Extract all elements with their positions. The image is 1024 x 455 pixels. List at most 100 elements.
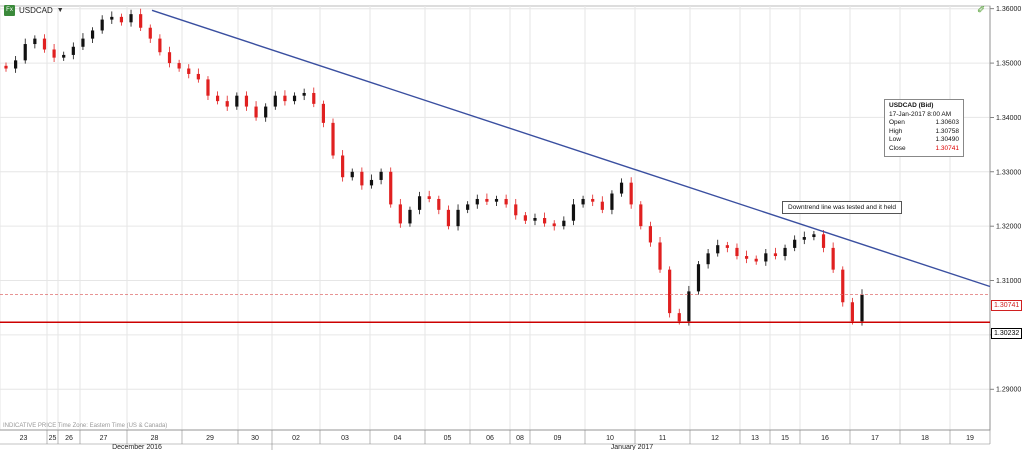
candle-body — [446, 209, 451, 227]
y-tick-label: 1.32000 — [996, 224, 1021, 231]
candle-body — [619, 182, 624, 194]
candle-body — [812, 234, 816, 238]
candle-body — [562, 220, 566, 227]
candle-body — [100, 19, 104, 31]
x-tick-label: 28 — [151, 435, 159, 442]
candle-body — [62, 54, 66, 58]
tooltip-value: 1.30603 — [935, 119, 960, 127]
y-tick-label: 1.31000 — [996, 278, 1021, 285]
candle-body — [427, 196, 431, 199]
x-tick-label: 25 — [49, 435, 57, 442]
x-tick-label: 17 — [871, 435, 879, 442]
candle-body — [456, 209, 460, 227]
chevron-down-icon[interactable]: ▼ — [56, 6, 64, 14]
candle-body — [417, 196, 422, 210]
candle-body — [244, 95, 249, 107]
downtrend-line — [151, 9, 991, 288]
candle-body — [764, 253, 768, 262]
candle-body — [677, 313, 681, 322]
candle-body — [148, 27, 152, 39]
candle-body — [571, 204, 576, 221]
tooltip-row-low: Low 1.30490 — [889, 136, 959, 145]
candle-body — [754, 258, 758, 262]
x-tick-label: 12 — [711, 435, 719, 442]
candle-body — [648, 226, 653, 243]
tooltip-datetime: 17-Jan-2017 8:00 AM — [889, 110, 952, 118]
candle-body — [793, 239, 797, 248]
tooltip-title: USDCAD (Bid) — [889, 102, 934, 109]
instrument-symbol[interactable]: USDCAD — [19, 5, 53, 15]
x-tick-label: 19 — [966, 435, 974, 442]
candle-body — [639, 204, 643, 227]
candle-body — [658, 242, 662, 270]
x-tick-label: 18 — [921, 435, 929, 442]
candle-body — [629, 182, 633, 205]
candle-body — [543, 218, 547, 224]
candle-body — [841, 269, 845, 303]
candle-body — [706, 253, 710, 265]
instrument-toolbar: Fx USDCAD ▼ — [4, 3, 64, 17]
x-tick-label: 26 — [65, 435, 73, 442]
x-tick-label: 05 — [444, 435, 452, 442]
candle-body — [33, 38, 37, 45]
trendline-annotation: Downtrend line was tested and it held — [782, 201, 903, 214]
candle-body — [196, 73, 200, 80]
candle-body — [802, 237, 806, 240]
candle-body — [552, 223, 556, 227]
candle-body — [831, 247, 835, 270]
tooltip-row-open: Open 1.30603 — [889, 119, 959, 128]
tooltip-label: High — [889, 127, 903, 135]
candle-body — [187, 68, 191, 74]
candle-body — [341, 155, 345, 178]
tooltip-label: Low — [889, 136, 901, 144]
candle-body — [321, 103, 325, 123]
candle-body — [398, 204, 402, 224]
candle-body — [158, 38, 162, 53]
candle-body — [139, 14, 143, 28]
x-tick-label: 09 — [554, 435, 562, 442]
candle-body — [206, 79, 210, 96]
candle-body — [283, 95, 287, 102]
candle-body — [52, 49, 56, 58]
tooltip-label: Open — [889, 119, 905, 127]
candle-body — [408, 209, 412, 224]
candle-body — [504, 198, 508, 205]
candle-body — [302, 92, 306, 96]
candle-body — [379, 171, 383, 180]
candle-body — [389, 171, 393, 205]
candle-body — [312, 92, 316, 104]
candle-body — [725, 245, 729, 248]
candle-body — [696, 264, 701, 292]
candle-body — [215, 95, 220, 102]
tooltip-row-close: Close 1.30741 — [889, 145, 959, 154]
x-tick-label: 30 — [251, 435, 259, 442]
tooltip-value: 1.30490 — [935, 136, 960, 144]
candle-body — [668, 269, 672, 314]
candle-body — [264, 106, 268, 118]
candle-body — [119, 16, 124, 23]
support-price-tag: 1.30232 — [991, 328, 1023, 339]
x-tick-label: 06 — [486, 435, 494, 442]
tooltip-value: 1.30758 — [935, 127, 960, 135]
candle-body — [735, 247, 739, 257]
candle-body — [494, 198, 499, 202]
candle-body — [360, 171, 364, 186]
candle-body — [369, 179, 374, 186]
footer-note: INDICATIVE PRICE Time Zone: Eastern Time… — [3, 423, 168, 429]
candle-body — [177, 63, 181, 69]
x-tick-label: 13 — [751, 435, 759, 442]
candle-body — [167, 52, 172, 64]
candle-body — [466, 204, 470, 210]
candle-body — [254, 106, 258, 118]
candle-body — [523, 215, 527, 221]
tooltip-label: Close — [889, 144, 906, 152]
candle-body — [783, 247, 787, 257]
candle-body — [42, 38, 47, 50]
fx-icon: Fx — [4, 4, 15, 16]
y-tick-label: 1.36000 — [996, 6, 1021, 13]
candle-body — [821, 234, 826, 248]
x-tick-label: 27 — [100, 435, 108, 442]
pencil-icon[interactable]: ✐ — [977, 5, 986, 16]
